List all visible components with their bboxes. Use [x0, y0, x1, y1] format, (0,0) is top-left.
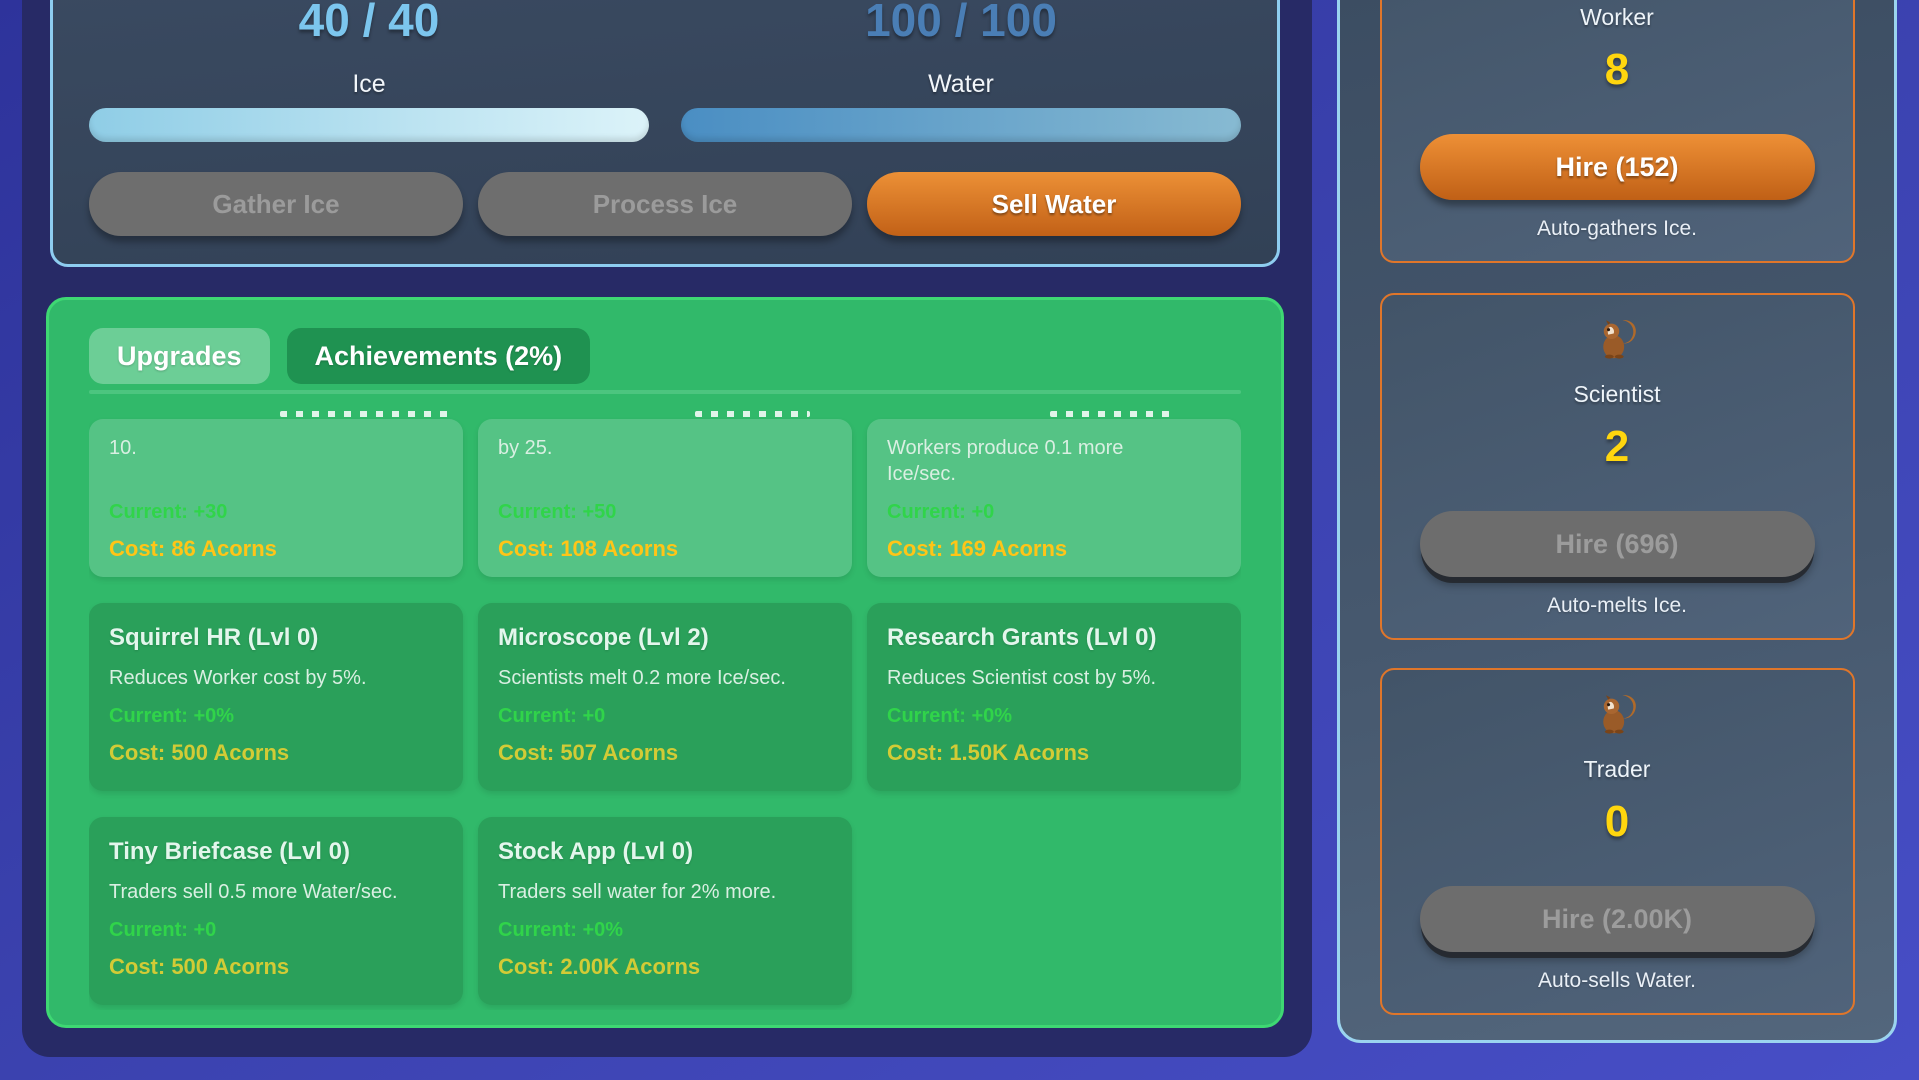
upgrade-card[interactable]: Workers produce 0.1 more Ice/sec. Curren…	[867, 419, 1241, 577]
unit-desc: Auto-sells Water.	[1538, 969, 1696, 992]
water-label: Water	[928, 70, 994, 98]
upgrade-desc: Reduces Scientist cost by 5%.	[887, 667, 1157, 689]
ice-label: Ice	[352, 70, 386, 98]
gather-ice-button[interactable]: Gather Ice	[89, 172, 463, 236]
clipped-text-remnant	[695, 411, 810, 417]
tab-achievements[interactable]: Achievements (2%)	[286, 328, 591, 384]
upgrade-desc: Scientists melt 0.2 more Ice/sec.	[498, 667, 786, 689]
upgrade-cost: Cost: 2.00K Acorns	[498, 954, 701, 979]
unit-card-trader: Trader 0 Hire (2.00K) Auto-sells Water.	[1379, 668, 1855, 1015]
upgrade-title: Stock App (Lvl 0)	[498, 838, 694, 865]
resource-panel: 40 / 40 Ice 100 / 100 Water Gather Ice P…	[50, 0, 1280, 267]
water-progress-bar	[681, 108, 1241, 142]
upgrade-desc: Traders sell 0.5 more Water/sec.	[109, 881, 398, 903]
squirrel-icon	[1402, 311, 1833, 367]
clipped-text-remnant	[1050, 411, 1170, 417]
hire-trader-button[interactable]: Hire (2.00K)	[1419, 886, 1815, 952]
water-value: 100 / 100	[865, 0, 1057, 46]
upgrade-cost: Cost: 507 Acorns	[498, 740, 679, 765]
tab-bar: Upgrades Achievements (2%)	[89, 328, 1241, 384]
upgrades-panel: Upgrades Achievements (2%) 10. Current: …	[46, 297, 1284, 1028]
unit-desc: Auto-melts Ice.	[1546, 594, 1688, 617]
upgrade-current: Current: +0	[109, 919, 217, 941]
upgrade-desc: Reduces Worker cost by 5%.	[109, 667, 367, 689]
upgrade-title: Tiny Briefcase (Lvl 0)	[109, 838, 350, 865]
unit-name: Worker	[1580, 4, 1654, 30]
hire-scientist-button[interactable]: Hire (696)	[1419, 511, 1815, 577]
upgrade-current: Current: +0%	[109, 705, 235, 727]
upgrade-current: Current: +0	[498, 705, 606, 727]
tab-upgrades[interactable]: Upgrades	[89, 328, 270, 384]
upgrade-grid: 10. Current: +30 Cost: 86 Acorns by 25. …	[89, 419, 1241, 1005]
unit-card-scientist: Scientist 2 Hire (696) Auto-melts Ice.	[1379, 293, 1855, 640]
upgrade-card[interactable]: Research Grants (Lvl 0) Reduces Scientis…	[867, 603, 1241, 791]
upgrade-card[interactable]: Squirrel HR (Lvl 0) Reduces Worker cost …	[89, 603, 463, 791]
upgrade-cost: Cost: 86 Acorns	[109, 536, 277, 561]
upgrades-scroll-area[interactable]: 10. Current: +30 Cost: 86 Acorns by 25. …	[89, 396, 1241, 1010]
upgrade-card[interactable]: 10. Current: +30 Cost: 86 Acorns	[89, 419, 463, 577]
unit-name: Trader	[1583, 756, 1651, 782]
upgrade-cost: Cost: 500 Acorns	[109, 740, 290, 765]
unit-count: 8	[1604, 45, 1630, 94]
water-resource: 100 / 100 Water	[681, 0, 1241, 142]
upgrade-card[interactable]: by 25. Current: +50 Cost: 108 Acorns	[478, 419, 852, 577]
upgrade-current: Current: +0	[887, 501, 995, 523]
hire-worker-button[interactable]: Hire (152)	[1419, 134, 1815, 200]
upgrade-title: Research Grants (Lvl 0)	[887, 624, 1157, 651]
upgrade-current: Current: +50	[498, 501, 617, 523]
upgrade-cost: Cost: 500 Acorns	[109, 954, 290, 979]
upgrade-card[interactable]: Tiny Briefcase (Lvl 0) Traders sell 0.5 …	[89, 817, 463, 1005]
upgrade-cost: Cost: 1.50K Acorns	[887, 740, 1090, 765]
squad-panel: Worker 8 Hire (152) Auto-gathers Ice. Sc…	[1337, 0, 1897, 1043]
unit-name: Scientist	[1573, 381, 1661, 407]
process-ice-button[interactable]: Process Ice	[478, 172, 852, 236]
upgrade-title: Microscope (Lvl 2)	[498, 624, 709, 651]
upgrade-current: Current: +30	[109, 501, 228, 523]
upgrade-card[interactable]: Stock App (Lvl 0) Traders sell water for…	[478, 817, 852, 1005]
upgrade-current: Current: +0%	[498, 919, 624, 941]
ice-resource: 40 / 40 Ice	[89, 0, 649, 142]
upgrade-current: Current: +0%	[887, 705, 1013, 727]
unit-desc: Auto-gathers Ice.	[1537, 217, 1697, 240]
clipped-text-remnant	[280, 411, 450, 417]
unit-count: 2	[1604, 422, 1630, 471]
upgrade-desc: 10.	[109, 437, 137, 459]
sell-water-button[interactable]: Sell Water	[867, 172, 1241, 236]
ice-progress-bar	[89, 108, 649, 142]
upgrade-cost: Cost: 108 Acorns	[498, 536, 679, 561]
upgrade-desc: Workers produce 0.1 more Ice/sec.	[887, 437, 1124, 485]
upgrade-cost: Cost: 169 Acorns	[887, 536, 1068, 561]
unit-count: 0	[1604, 797, 1630, 846]
upgrade-title: Squirrel HR (Lvl 0)	[109, 624, 319, 651]
squirrel-icon	[1402, 686, 1833, 742]
upgrade-desc: by 25.	[498, 437, 553, 459]
upgrade-desc: Traders sell water for 2% more.	[498, 881, 777, 903]
upgrade-card[interactable]: Microscope (Lvl 2) Scientists melt 0.2 m…	[478, 603, 852, 791]
unit-card-worker: Worker 8 Hire (152) Auto-gathers Ice.	[1379, 0, 1855, 263]
tab-divider	[89, 390, 1241, 394]
ice-value: 40 / 40	[298, 0, 440, 46]
